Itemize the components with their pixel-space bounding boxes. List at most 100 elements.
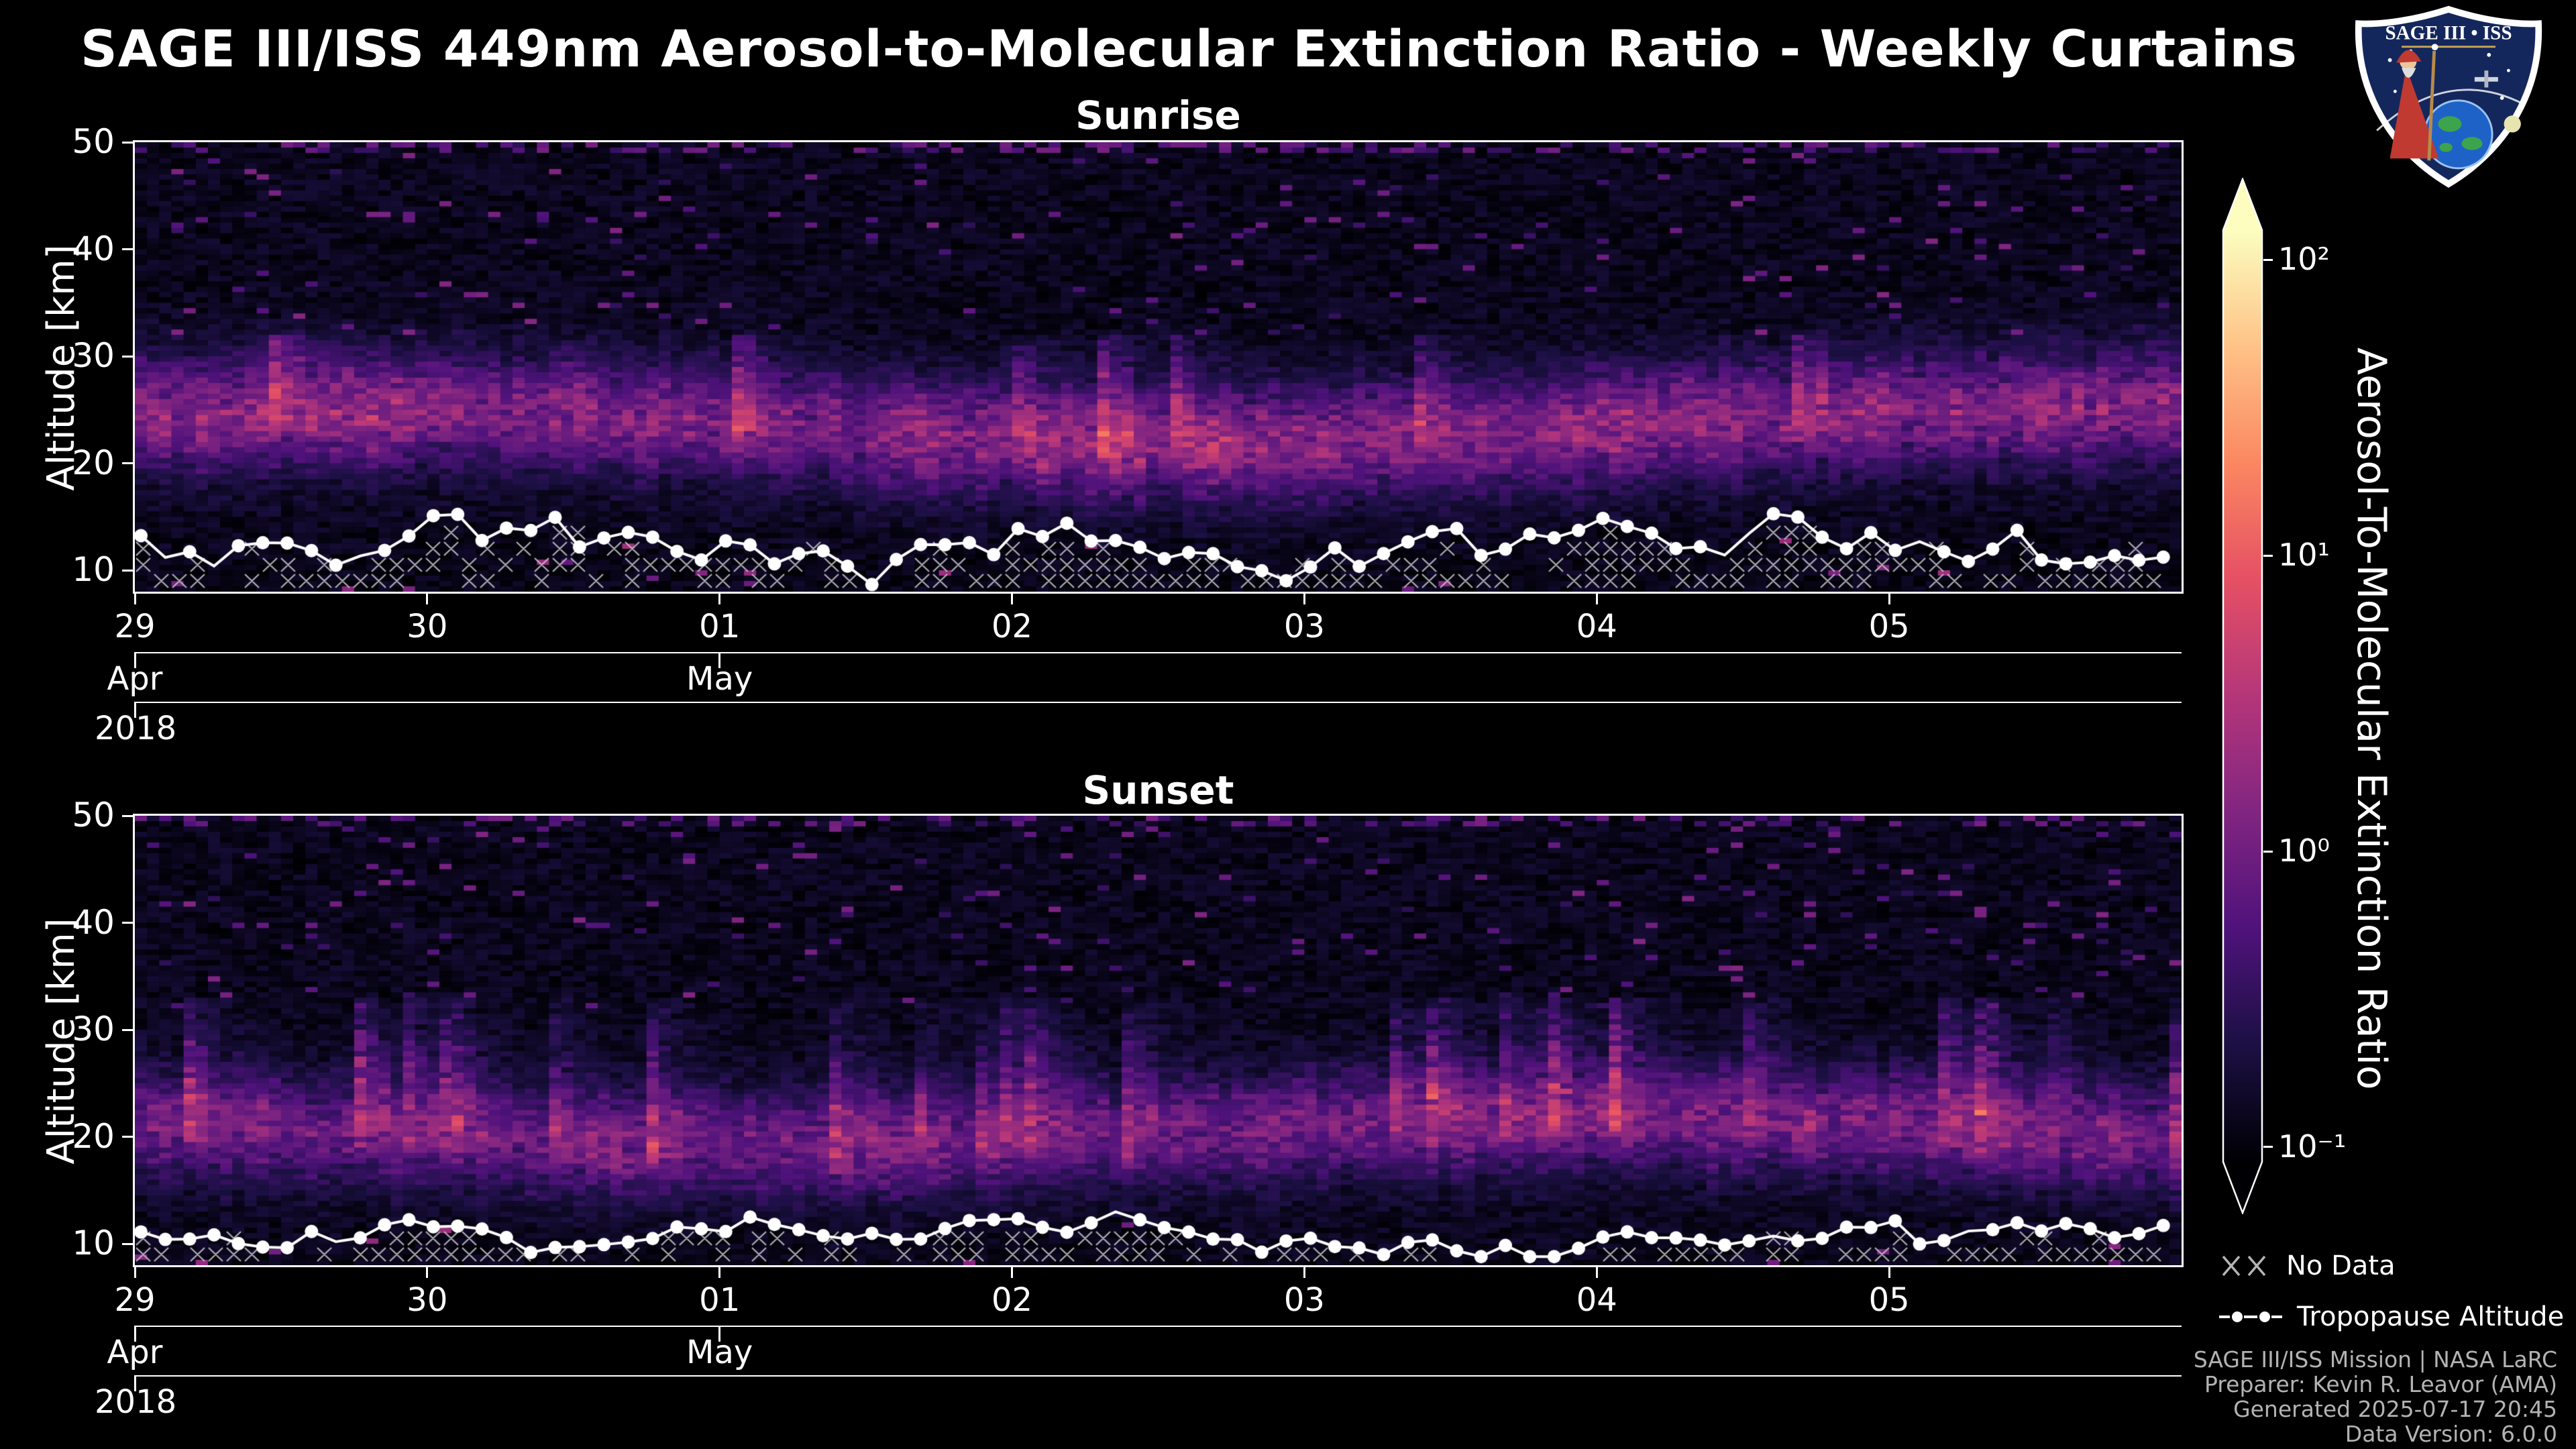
y-tick-mark xyxy=(122,462,133,465)
x-tick-mark xyxy=(1595,594,1598,604)
x-tick-mark xyxy=(426,1267,429,1278)
y-tick-label: 20 xyxy=(72,1116,115,1156)
month-label: May xyxy=(686,1334,753,1371)
x-tick-label: 04 xyxy=(1576,608,1617,645)
legend-no-data-row: No Data xyxy=(2219,1249,2564,1283)
sunset-panel-title: Sunset xyxy=(1082,767,1234,813)
y-tick-label: 30 xyxy=(72,336,115,376)
y-tick-mark xyxy=(122,1136,133,1138)
x-tick-mark xyxy=(133,1267,136,1278)
y-tick-mark xyxy=(122,355,133,358)
y-tick-label: 10 xyxy=(72,550,115,590)
x-tick-label: 05 xyxy=(1868,608,1910,645)
legend-tropopause-label: Tropopause Altitude xyxy=(2297,1301,2565,1332)
patch-title: SAGE III • ISS xyxy=(2385,23,2512,44)
sunrise-curtain-plot xyxy=(133,140,2184,594)
x-tick-mark xyxy=(718,594,721,604)
y-tick-label: 40 xyxy=(72,229,115,268)
colorbar-axis-label: Aerosol-To-Molecular Extinction Ratio xyxy=(2348,347,2395,1090)
x-tick-label: 03 xyxy=(1283,608,1325,645)
legend-no-data-label: No Data xyxy=(2286,1250,2396,1281)
sunset-curtain-plot xyxy=(133,814,2184,1267)
x-tick-label: 30 xyxy=(407,608,448,645)
colorbar-tick-label: 10⁻¹ xyxy=(2278,1128,2347,1165)
legend: No Data Tropopause Altitude xyxy=(2219,1249,2564,1351)
x-tick-label: 03 xyxy=(1283,1281,1325,1319)
legend-tropopause-row: Tropopause Altitude xyxy=(2219,1300,2564,1334)
y-tick-label: 10 xyxy=(72,1224,115,1263)
colorbar-gradient-bar xyxy=(2222,178,2263,1214)
x-tick-mark xyxy=(1011,1267,1014,1278)
y-tick-label: 40 xyxy=(72,902,115,942)
y-tick-mark xyxy=(122,141,133,144)
figure-title: SAGE III/ISS 449nm Aerosol-to-Molecular … xyxy=(80,19,2298,78)
mission-patch-logo: SAGE III • ISS xyxy=(2355,5,2542,188)
x-tick-label: 02 xyxy=(991,608,1033,645)
x-tick-mark xyxy=(1303,594,1305,604)
x-tick-mark xyxy=(426,594,429,604)
x-tick-mark xyxy=(718,1267,721,1278)
colorbar-tick-mark xyxy=(2263,850,2273,853)
x-tick-mark xyxy=(1303,1267,1305,1278)
month-axis-line xyxy=(135,652,2182,653)
credits-block: SAGE III/ISS Mission | NASA LaRC Prepare… xyxy=(2194,1347,2557,1446)
credit-line: Data Version: 6.0.0 xyxy=(2345,1421,2557,1447)
x-tick-mark xyxy=(1888,1267,1890,1278)
no-data-hatch-icon xyxy=(2222,1255,2266,1277)
colorbar-tick-mark xyxy=(2263,1146,2273,1148)
month-label: Apr xyxy=(107,660,163,698)
year-label: 2018 xyxy=(95,1383,177,1421)
x-tick-label: 05 xyxy=(1868,1281,1910,1319)
y-tick-label: 30 xyxy=(72,1010,115,1049)
month-tick-mark xyxy=(718,1326,721,1342)
credit-line: Preparer: Kevin R. Leavor (AMA) xyxy=(2204,1371,2557,1397)
x-tick-label: 01 xyxy=(699,608,741,645)
x-tick-label: 29 xyxy=(114,608,156,645)
y-tick-mark xyxy=(122,922,133,924)
colorbar-tick-mark xyxy=(2263,554,2273,557)
patch-moon-icon xyxy=(2504,115,2521,133)
x-tick-mark xyxy=(1011,594,1014,604)
year-axis-line xyxy=(135,1375,2182,1377)
x-tick-mark xyxy=(1595,1267,1598,1278)
y-tick-label: 50 xyxy=(72,122,115,161)
colorbar xyxy=(2222,178,2263,1214)
year-label: 2018 xyxy=(95,710,177,747)
patch-earth-icon xyxy=(2423,99,2493,170)
x-tick-mark xyxy=(1888,594,1890,604)
credit-line: Generated 2025-07-17 20:45 xyxy=(2233,1396,2557,1422)
month-tick-mark xyxy=(133,652,136,668)
y-tick-label: 50 xyxy=(72,796,115,835)
month-tick-mark xyxy=(718,652,721,668)
month-axis-line xyxy=(135,1326,2182,1327)
year-axis-line xyxy=(135,702,2182,703)
x-tick-label: 30 xyxy=(407,1281,448,1319)
colorbar-tick-label: 10⁰ xyxy=(2278,833,2330,869)
month-tick-mark xyxy=(133,1326,136,1342)
patch-gold-band xyxy=(2402,46,2496,48)
year-tick-mark xyxy=(133,702,136,718)
y-tick-mark xyxy=(122,1028,133,1031)
y-tick-mark xyxy=(122,814,133,817)
sunrise-panel-title: Sunrise xyxy=(1075,93,1241,138)
tropopause-line-icon xyxy=(2219,1311,2282,1322)
x-tick-mark xyxy=(133,594,136,604)
y-tick-mark xyxy=(122,569,133,572)
colorbar-tick-mark xyxy=(2263,258,2273,261)
month-label: Apr xyxy=(107,1334,163,1371)
month-label: May xyxy=(686,660,753,698)
credit-line: SAGE III/ISS Mission | NASA LaRC xyxy=(2193,1346,2557,1373)
sunrise-curtain-heatmap xyxy=(135,142,2182,592)
colorbar-tick-label: 10¹ xyxy=(2278,537,2330,574)
y-tick-label: 20 xyxy=(72,443,115,482)
x-tick-label: 01 xyxy=(699,1281,741,1319)
patch-iss-icon xyxy=(2474,70,2498,88)
x-tick-label: 02 xyxy=(991,1281,1033,1319)
y-tick-mark xyxy=(122,248,133,251)
x-tick-label: 04 xyxy=(1576,1281,1617,1319)
patch-orbit-arc xyxy=(2376,89,2525,131)
colorbar-tick-label: 10² xyxy=(2278,241,2330,278)
sunset-curtain-heatmap xyxy=(135,816,2182,1265)
